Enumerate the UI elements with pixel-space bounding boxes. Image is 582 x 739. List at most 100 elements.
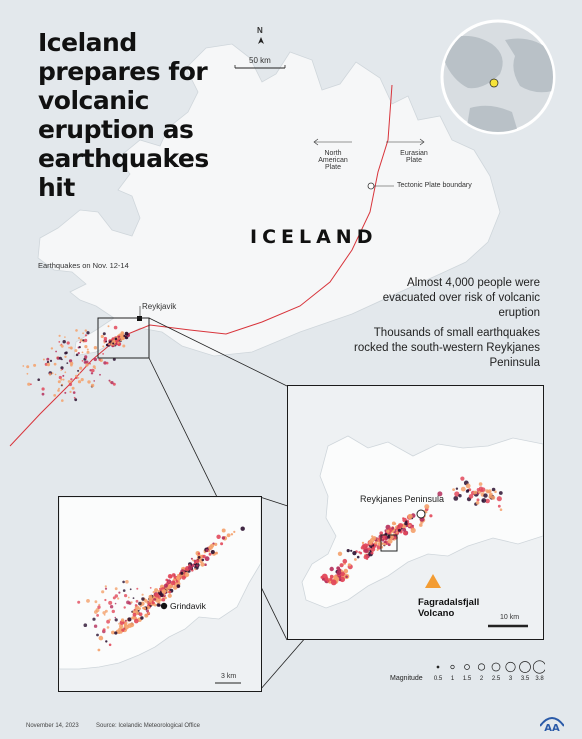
earthquake-dot	[372, 536, 377, 541]
earthquake-dot	[458, 494, 462, 498]
earthquake-dot	[27, 382, 31, 386]
legend-value: 1.5	[462, 676, 472, 682]
earthquake-dot	[96, 633, 99, 637]
earthquake-dot	[221, 528, 226, 533]
earthquake-dot	[153, 603, 157, 607]
iceland-landmass	[37, 43, 501, 357]
earthquake-dot	[204, 563, 207, 566]
earthquake-dot	[220, 542, 224, 546]
north-arrow-icon	[258, 37, 264, 44]
earthquake-dot	[100, 334, 104, 339]
earthquake-dot	[77, 369, 80, 372]
earthquake-dot	[424, 510, 428, 514]
earthquake-dot	[481, 498, 487, 503]
earthquake-dot	[105, 361, 109, 365]
svg-text:AA: AA	[544, 723, 560, 732]
earthquake-dot	[161, 597, 166, 602]
earthquake-dot	[79, 366, 83, 370]
earthquake-dot	[197, 552, 200, 555]
earthquake-dot	[381, 538, 385, 542]
earthquake-dot	[146, 602, 149, 604]
earthquake-dot	[481, 487, 486, 492]
earthquake-dot	[125, 580, 129, 584]
earthquake-dot	[488, 495, 492, 499]
earthquake-dot	[167, 581, 170, 584]
earthquake-dot	[41, 387, 45, 391]
inset-reykjanes: Reykjanes Peninsula Fagradalsfjall Volca…	[287, 385, 544, 640]
earthquake-dot	[74, 349, 78, 353]
scale-label-inset-large: 10 km	[500, 614, 520, 621]
earthquake-dot	[101, 590, 105, 594]
north-label: N	[257, 26, 263, 35]
earthquake-dot	[81, 351, 84, 354]
footer-date: November 14, 2023	[26, 723, 79, 729]
earthquake-dot	[102, 353, 104, 355]
earthquake-dot	[460, 486, 466, 492]
earthquake-dot	[112, 342, 115, 345]
legend-value: 3.5	[520, 676, 530, 682]
earthquake-dot	[465, 483, 471, 489]
earthquake-dot	[62, 378, 65, 381]
inset-earthquake-dots	[320, 476, 503, 586]
earthquake-dot	[494, 490, 497, 494]
earthquake-dot	[329, 574, 334, 579]
headline-line: earthquakes	[38, 144, 209, 173]
earthquake-dot	[476, 488, 481, 492]
earthquake-dot	[62, 374, 65, 377]
earthquake-dot	[437, 491, 443, 497]
earthquake-dot	[452, 488, 455, 491]
earthquake-dot	[56, 356, 60, 360]
earthquake-dot	[343, 568, 349, 574]
earthquake-dot	[106, 626, 110, 629]
earthquake-dot	[141, 597, 145, 601]
earthquake-dot	[112, 596, 116, 600]
earthquake-dot	[475, 501, 480, 505]
earthquake-dot	[191, 563, 195, 568]
earthquake-dot	[65, 351, 68, 355]
earthquake-dot	[58, 387, 60, 390]
earthquake-dot	[347, 563, 351, 567]
earthquake-dot	[60, 366, 64, 370]
earthquake-dot	[386, 529, 390, 533]
earthquake-dot	[30, 383, 32, 386]
earthquake-dot	[107, 325, 110, 328]
earthquake-dot	[196, 564, 199, 567]
earthquake-dot	[187, 565, 193, 571]
earthquake-dot	[148, 602, 151, 606]
earthquake-dot	[127, 623, 133, 628]
earthquake-dot	[136, 587, 139, 590]
stat-earthquakes: Thousands of small earthquakes rocked th…	[330, 326, 540, 371]
earthquake-dot	[121, 628, 125, 632]
earthquake-dot	[117, 597, 120, 600]
earthquake-dot	[122, 344, 126, 348]
earthquake-dot	[82, 332, 84, 335]
earthquake-dot	[78, 346, 81, 349]
earthquake-dot	[91, 368, 95, 373]
earthquake-dot	[57, 380, 61, 384]
earthquake-dot	[371, 552, 374, 555]
earthquake-dot	[359, 551, 363, 555]
earthquake-dot	[164, 596, 167, 600]
earthquake-dot	[86, 348, 89, 351]
earthquake-dot	[66, 341, 70, 345]
earthquake-dot	[151, 601, 155, 605]
earthquake-dot	[92, 617, 96, 621]
earthquake-dot	[90, 372, 94, 375]
legend-value: 3	[508, 676, 513, 682]
earthquake-dot	[368, 540, 373, 545]
earthquake-dot	[58, 334, 61, 337]
legend-labels: 0.5 1 1.5 2 2.5 3 3.5 3.8	[430, 676, 545, 686]
earthquake-dot	[51, 372, 54, 375]
earthquake-dot	[53, 394, 57, 397]
earthquake-dot	[140, 616, 144, 620]
earthquake-dot	[465, 489, 469, 493]
earthquake-dot	[339, 576, 346, 583]
earthquake-dot	[114, 337, 118, 341]
earthquake-dot	[170, 580, 176, 586]
earthquake-dot	[73, 396, 76, 399]
earthquake-dot	[114, 631, 118, 635]
stat-line: Peninsula	[489, 357, 540, 369]
earthquake-dot	[130, 601, 133, 604]
earthquake-dot	[46, 362, 51, 367]
